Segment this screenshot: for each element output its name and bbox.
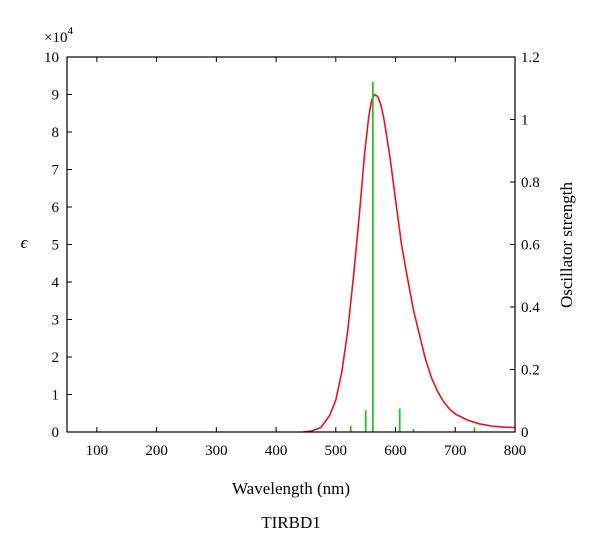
left-axis-multiplier-base: ×10	[44, 30, 67, 46]
y-left-tick-label: 10	[44, 50, 59, 66]
y-left-tick-label: 8	[52, 125, 60, 141]
y-right-tick-label: 0.6	[521, 238, 540, 254]
y-right-tick-label: 0.8	[521, 175, 540, 191]
x-tick-label: 400	[265, 443, 288, 459]
x-tick-label: 200	[145, 443, 168, 459]
y-left-tick-label: 5	[52, 238, 60, 254]
y-left-tick-label: 6	[52, 200, 60, 216]
y-right-tick-label: 0	[521, 425, 529, 441]
x-tick-label: 100	[86, 443, 109, 459]
x-tick-label: 300	[205, 443, 228, 459]
axes: 100 200 300 400 500 600 700 80001234567891000.2…	[44, 50, 540, 459]
y-left-tick-label: 2	[52, 350, 60, 366]
x-axis-label: Wavelength (nm)	[232, 479, 350, 498]
y-left-tick-label: 3	[52, 313, 60, 329]
y-right-tick-label: 0.2	[521, 363, 540, 379]
left-axis-multiplier: ×104	[44, 25, 73, 46]
plot-area	[302, 82, 516, 433]
x-tick-label: 700	[444, 443, 467, 459]
y-left-tick-label: 4	[52, 275, 60, 291]
left-axis-multiplier-exponent: 4	[67, 25, 73, 37]
chart-caption: TIRBD1	[261, 513, 321, 532]
y-axis-label-left: ϵ	[21, 233, 29, 252]
y-left-tick-label: 1	[52, 388, 60, 404]
plot-frame	[66, 56, 516, 433]
x-tick-label: 600	[384, 443, 407, 459]
y-right-tick-label: 1.2	[521, 50, 540, 66]
y-left-tick-label: 7	[52, 163, 60, 179]
x-tick-label: 500	[325, 443, 348, 459]
y-axis-label-right: Oscillator strength	[557, 181, 576, 308]
y-left-tick-label: 0	[52, 425, 60, 441]
labels: ×104 ϵ Oscillator strength Wavelength (n…	[21, 25, 576, 532]
y-left-tick-label: 9	[52, 88, 60, 104]
y-right-tick-label: 0.4	[521, 300, 540, 316]
y-right-tick-label: 1	[521, 113, 529, 129]
x-tick-label: 800	[504, 443, 527, 459]
absorption-spectrum-line	[302, 93, 516, 433]
